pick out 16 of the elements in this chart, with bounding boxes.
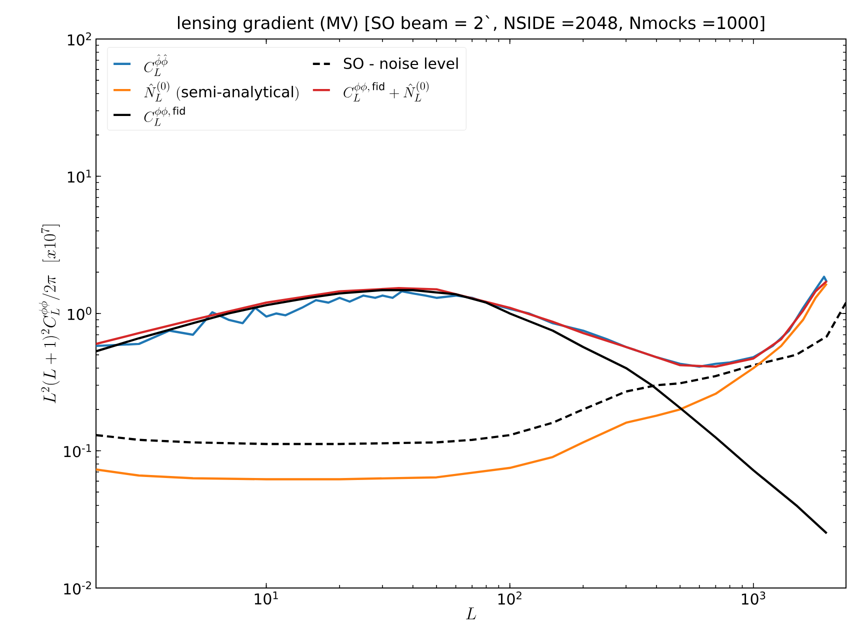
x-tick-label: 10$^{2}$ bbox=[498, 592, 522, 605]
y-tick-label: 10$^{-1}$ bbox=[64, 444, 92, 458]
legend-label: $C_L^{\phi\phi,\,\mathrm{fid}}+\hat{N}_L^{(0)}$ bbox=[344, 81, 429, 102]
y-tick-label: 10$^{2}$ bbox=[68, 32, 91, 46]
legend-label: $\mathrm{SO\ \mbox{-}\ noise\ level}$ bbox=[344, 57, 458, 70]
x-tick-label: 10$^{1}$ bbox=[254, 592, 278, 605]
y-tick-label: 10$^{-2}$ bbox=[64, 581, 91, 595]
chart-title: lensing gradient (MV) [SO beam = 2`, NSIDE =2048, Nmocks =1000] bbox=[178, 15, 764, 32]
legend-label: $C_L^{\phi\phi,\,\mathrm{fid}}$ bbox=[144, 106, 185, 126]
y-axis-title: $L^2(L+1)^2C_L^{\phi\phi}/2\pi\ \ [x10^7]$ bbox=[38, 224, 60, 404]
x-axis-title: $L$ bbox=[466, 608, 476, 620]
legend-label: $C_L^{\hat\phi\hat\phi}$ bbox=[144, 54, 168, 76]
legend-label: $\hat{N}_L^{(0)}\ \mathrm{(semi\mbox{-}analytical)}$ bbox=[144, 81, 298, 102]
x-tick-label: 10$^{3}$ bbox=[742, 592, 766, 605]
y-tick-label: 10$^{1}$ bbox=[68, 170, 92, 183]
y-tick-label: 10$^{0}$ bbox=[68, 306, 92, 320]
